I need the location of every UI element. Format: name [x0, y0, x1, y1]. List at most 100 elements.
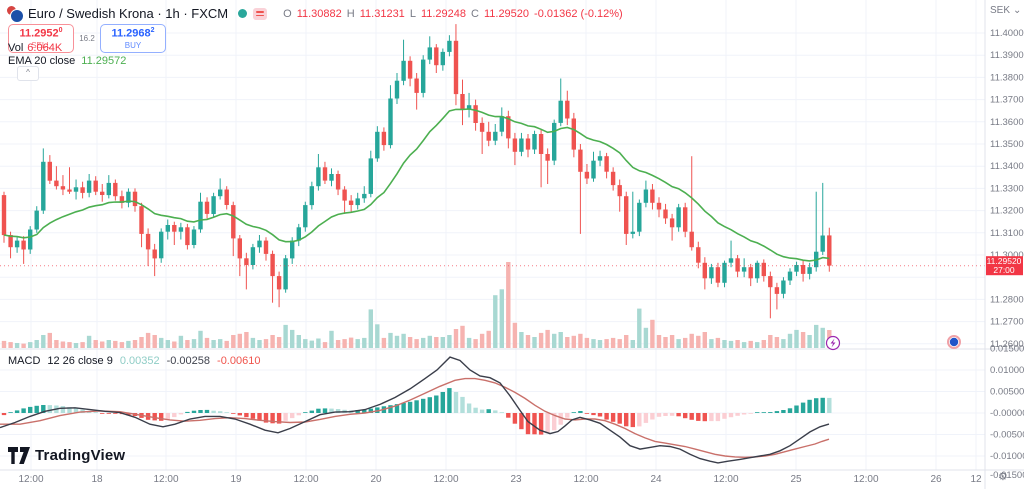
svg-text:11.32000: 11.32000: [990, 206, 1024, 217]
svg-text:-0.01000: -0.01000: [990, 451, 1024, 462]
svg-text:12:00: 12:00: [433, 474, 458, 485]
last-price-badge: [986, 256, 1023, 276]
quick-menu-icon[interactable]: [253, 7, 268, 20]
macd-axis[interactable]: 0.01500 0.01000 0.00500 -0.00000 -0.00500 -0.…: [990, 344, 1024, 482]
svg-text:24: 24: [650, 474, 662, 485]
macd-line-value: -0.00258: [166, 355, 211, 367]
market-status-icon: [238, 9, 248, 18]
svg-text:11.30000: 11.30000: [990, 250, 1024, 261]
svg-text:20: 20: [370, 474, 382, 485]
svg-text:11.35000: 11.35000: [990, 139, 1024, 150]
svg-text:12:00: 12:00: [293, 474, 318, 485]
ema-line: [3, 108, 830, 262]
svg-text:11.40000: 11.40000: [990, 28, 1024, 39]
macd-params: 12 26 close 9: [47, 355, 113, 367]
currency-label: SEK: [990, 5, 1011, 16]
spread-value: 16.2: [79, 34, 95, 43]
sell-price-sup: 0: [58, 27, 63, 35]
volume-value: 6.064K: [27, 42, 63, 54]
symbol-pair-icon: [7, 6, 24, 23]
svg-text:19: 19: [230, 474, 242, 485]
legend-collapse-button[interactable]: ^: [17, 66, 39, 81]
ema-label: EMA 20 close: [8, 55, 76, 67]
price-axis-currency-selector[interactable]: SEK ⌄: [990, 5, 1021, 16]
macd-histogram: [1, 388, 832, 435]
svg-text:23: 23: [510, 474, 522, 485]
svg-text:12:00: 12:00: [153, 474, 178, 485]
svg-text:11.26000: 11.26000: [990, 339, 1024, 350]
svg-text:11.37000: 11.37000: [990, 95, 1024, 106]
buy-button[interactable]: 11.29682 BUY: [100, 24, 166, 53]
buy-label: BUY: [124, 40, 142, 50]
svg-text:0.01000: 0.01000: [990, 365, 1024, 376]
svg-text:25: 25: [790, 474, 802, 485]
candlesticks: [1, 24, 832, 319]
pane-settings-gear-icon[interactable]: ⚙: [998, 471, 1008, 483]
svg-text:11.31000: 11.31000: [990, 228, 1024, 239]
svg-text:12:00: 12:00: [18, 474, 43, 485]
svg-text:-0.00000: -0.00000: [990, 408, 1024, 419]
symbol-title[interactable]: Euro / Swedish Krona · 1h · FXCM: [28, 6, 229, 21]
ohlc-readout: O 11.30882 H 11.31231 L 11.29248 C 11.29520 …: [283, 8, 623, 20]
buy-price-sup: 2: [150, 27, 155, 35]
tradingview-logo-icon: [8, 447, 30, 464]
sell-button[interactable]: 11.29520 SELL: [8, 24, 74, 53]
blue-dot-marker-ring: [947, 335, 961, 349]
macd-label: MACD: [8, 355, 41, 367]
price-axis[interactable]: 11.40000 11.39000 11.38000 11.37000 11.36000…: [986, 28, 1024, 350]
svg-text:11.27000: 11.27000: [990, 317, 1024, 328]
blue-dot-marker[interactable]: [949, 337, 959, 347]
volume-bars: [1, 262, 832, 348]
svg-text:11.36000: 11.36000: [990, 117, 1024, 128]
symbol-legend: Euro / Swedish Krona · 1h · FXCM O 11.308…: [7, 6, 623, 23]
low-value: 11.29248: [420, 7, 467, 20]
svg-text:11.33000: 11.33000: [990, 183, 1024, 194]
svg-text:12: 12: [970, 474, 982, 485]
sell-label: SELL: [31, 40, 51, 50]
svg-text:11.39000: 11.39000: [990, 50, 1024, 61]
svg-text:27:00: 27:00: [993, 265, 1015, 275]
svg-text:0.00500: 0.00500: [990, 387, 1024, 398]
svg-text:11.28000: 11.28000: [990, 294, 1024, 305]
chevron-down-icon: ⌄: [1013, 5, 1022, 16]
macd-hist-value: 0.00352: [119, 355, 160, 367]
svg-text:18: 18: [91, 474, 103, 485]
volume-legend[interactable]: Vol 6.064K: [8, 42, 62, 54]
volume-label: Vol: [8, 42, 24, 54]
tradingview-logo-text: TradingView: [35, 447, 126, 464]
macd-signal-line: [0, 377, 830, 459]
gridlines: [0, 0, 985, 470]
high-value: 11.31231: [359, 7, 405, 20]
ema-legend[interactable]: EMA 20 close 11.29572: [8, 55, 126, 67]
svg-text:12:00: 12:00: [573, 474, 598, 485]
sell-price: 11.2952: [19, 27, 59, 40]
svg-text:26: 26: [930, 474, 942, 485]
macd-signal-value: -0.00610: [217, 355, 261, 367]
macd-legend[interactable]: MACD 12 26 close 9 0.00352 -0.00258 -0.0…: [8, 355, 260, 367]
svg-text:-0.01500: -0.01500: [990, 470, 1024, 481]
time-axis[interactable]: 12:00 18 12:00 19 12:00 20 12:00 23 12:00 24 12:00…: [18, 474, 982, 485]
macd-line: [0, 356, 830, 464]
chart-markers: [825, 335, 961, 351]
close-value: 11.29520: [483, 7, 530, 20]
high-label: H: [346, 7, 355, 20]
ema-value: 11.29572: [81, 55, 127, 67]
close-label: C: [471, 7, 479, 20]
svg-text:12:00: 12:00: [853, 474, 878, 485]
svg-text:11.29520: 11.29520: [987, 256, 1022, 266]
buy-price: 11.2968: [111, 27, 151, 40]
svg-text:0.01500: 0.01500: [990, 344, 1024, 355]
svg-text:12:00: 12:00: [713, 474, 738, 485]
low-label: L: [409, 7, 416, 20]
order-panel: 11.29520 SELL 16.2 11.29682 BUY: [8, 24, 166, 53]
change-value: -0.01362 (-0.12%): [534, 7, 623, 20]
open-value: 11.30882: [296, 7, 342, 20]
open-label: O: [283, 7, 292, 20]
svg-text:-0.00500: -0.00500: [990, 430, 1024, 441]
svg-text:11.34000: 11.34000: [990, 161, 1024, 172]
tradingview-watermark: TradingView: [8, 447, 125, 464]
svg-text:11.38000: 11.38000: [990, 72, 1024, 83]
